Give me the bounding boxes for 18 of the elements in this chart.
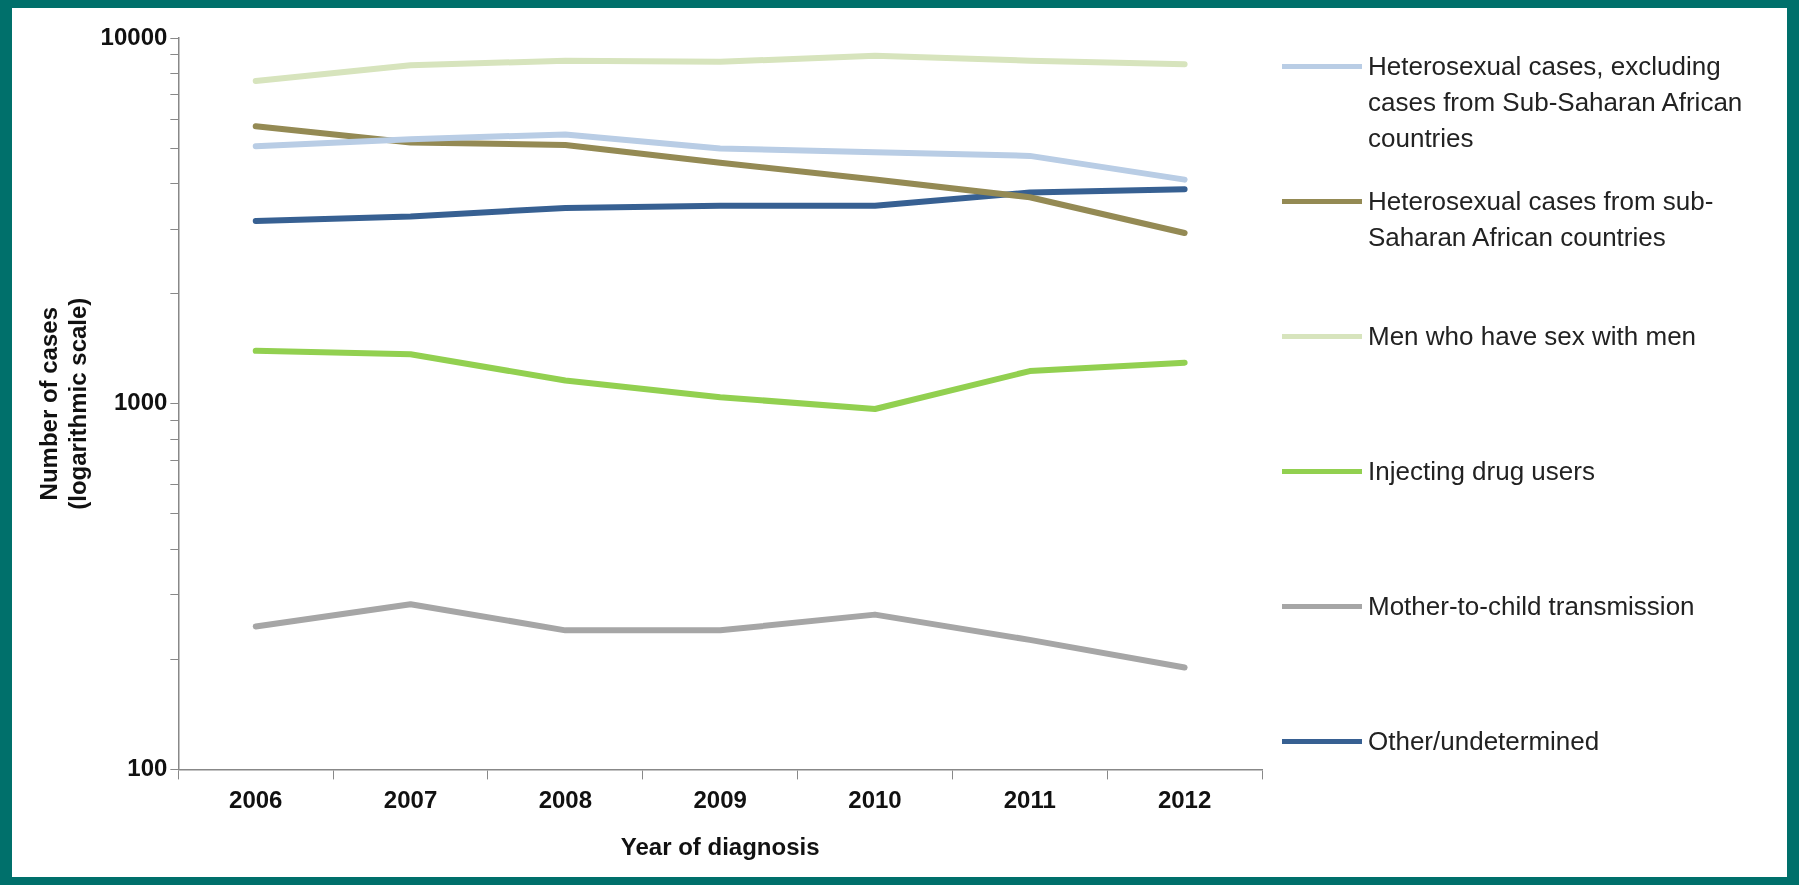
- y-tick-label: 10000: [100, 22, 168, 50]
- x-tick-label: 2007: [383, 786, 438, 814]
- y-tick-label: 1000: [113, 388, 168, 416]
- x-tick-label: 2006: [229, 786, 283, 814]
- y-tick-label: 100: [127, 754, 168, 782]
- legend-label: Heterosexual cases, excluding cases from Sub-Saharan African countries: [1368, 50, 1744, 155]
- legend-label: Heterosexual cases from sub-Saharan African countries: [1368, 185, 1715, 254]
- x-tick-label: 2010: [848, 786, 902, 814]
- x-tick-label: 2011: [1003, 786, 1056, 814]
- x-tick-label: 2012: [1157, 786, 1212, 814]
- y-axis-title: Number of cases (logarithmic scale): [35, 297, 91, 510]
- legend-label: Other/undetermined: [1368, 725, 1600, 758]
- legend-label: Mother-to-child transmission: [1368, 590, 1695, 623]
- x-axis-title: Year of diagnosis: [620, 833, 820, 861]
- x-tick-label: 2009: [693, 786, 747, 814]
- legend-label: Injecting drug users: [1368, 455, 1595, 488]
- x-tick-label: 2008: [538, 786, 593, 814]
- legend-label: Men who have sex with men: [1368, 320, 1697, 353]
